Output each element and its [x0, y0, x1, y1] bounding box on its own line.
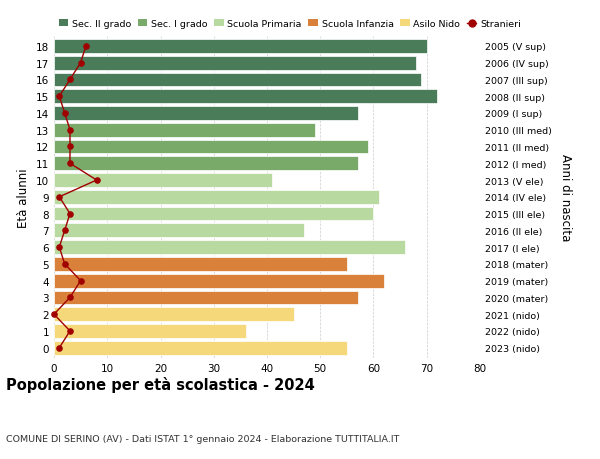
- Point: [76, 60, 85, 67]
- Bar: [54, 207, 373, 221]
- Text: Popolazione per età scolastica - 2024: Popolazione per età scolastica - 2024: [6, 376, 315, 392]
- Bar: [54, 291, 358, 305]
- Point: [60, 110, 70, 118]
- Bar: [54, 174, 272, 187]
- Point: [55, 93, 64, 101]
- Bar: [54, 241, 406, 254]
- Point: [55, 244, 64, 251]
- Bar: [54, 157, 358, 171]
- Bar: [54, 56, 416, 70]
- Text: COMUNE DI SERINO (AV) - Dati ISTAT 1° gennaio 2024 - Elaborazione TUTTITALIA.IT: COMUNE DI SERINO (AV) - Dati ISTAT 1° ge…: [6, 434, 400, 443]
- Y-axis label: Anni di nascita: Anni di nascita: [559, 154, 572, 241]
- Bar: [54, 325, 246, 338]
- Point: [55, 194, 64, 201]
- Point: [65, 294, 75, 302]
- Bar: [54, 308, 293, 321]
- Point: [65, 210, 75, 218]
- Legend: Sec. II grado, Sec. I grado, Scuola Primaria, Scuola Infanzia, Asilo Nido, Stran: Sec. II grado, Sec. I grado, Scuola Prim…: [59, 20, 521, 29]
- Point: [65, 144, 75, 151]
- Point: [60, 227, 70, 235]
- Bar: [54, 341, 347, 355]
- Point: [92, 177, 101, 185]
- Point: [49, 311, 59, 318]
- Bar: [54, 90, 437, 104]
- Bar: [54, 140, 368, 154]
- Point: [65, 127, 75, 134]
- Point: [60, 261, 70, 268]
- Bar: [54, 107, 358, 121]
- Bar: [54, 123, 315, 137]
- Bar: [54, 257, 347, 271]
- Point: [81, 43, 91, 50]
- Bar: [54, 274, 384, 288]
- Point: [76, 277, 85, 285]
- Point: [65, 160, 75, 168]
- Bar: [54, 73, 421, 87]
- Bar: [54, 40, 427, 54]
- Point: [65, 77, 75, 84]
- Bar: [54, 224, 304, 238]
- Point: [55, 344, 64, 352]
- Bar: [54, 190, 379, 204]
- Point: [65, 328, 75, 335]
- Y-axis label: Età alunni: Età alunni: [17, 168, 31, 227]
